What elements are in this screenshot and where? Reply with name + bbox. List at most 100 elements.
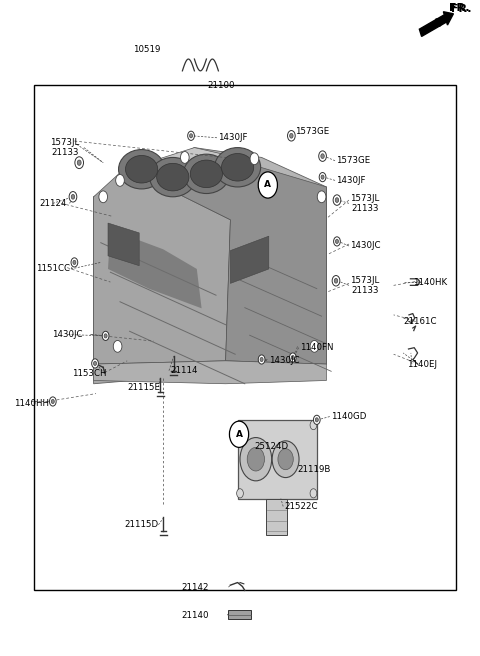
Circle shape bbox=[237, 420, 243, 430]
Bar bbox=[238, 420, 317, 499]
Text: 21522C: 21522C bbox=[285, 502, 318, 511]
Polygon shape bbox=[94, 361, 326, 384]
Circle shape bbox=[260, 358, 263, 361]
Polygon shape bbox=[122, 148, 252, 194]
Circle shape bbox=[258, 355, 265, 364]
Polygon shape bbox=[94, 361, 326, 384]
Ellipse shape bbox=[183, 154, 229, 194]
Text: A: A bbox=[264, 180, 271, 190]
Circle shape bbox=[94, 361, 96, 365]
Text: 25124D: 25124D bbox=[254, 441, 288, 451]
Text: 1140FN: 1140FN bbox=[300, 343, 334, 352]
Circle shape bbox=[237, 489, 243, 498]
Polygon shape bbox=[94, 171, 230, 364]
Polygon shape bbox=[226, 187, 326, 364]
Ellipse shape bbox=[125, 155, 158, 183]
Bar bbox=[34, 85, 456, 590]
Text: FR.: FR. bbox=[451, 5, 472, 14]
Polygon shape bbox=[108, 223, 139, 266]
Circle shape bbox=[49, 397, 56, 406]
Circle shape bbox=[92, 359, 98, 368]
Circle shape bbox=[313, 415, 320, 424]
Text: 21115D: 21115D bbox=[124, 520, 159, 529]
Circle shape bbox=[310, 340, 319, 352]
Circle shape bbox=[102, 331, 109, 340]
Circle shape bbox=[291, 356, 294, 359]
Circle shape bbox=[310, 420, 317, 430]
FancyArrow shape bbox=[420, 12, 454, 37]
Ellipse shape bbox=[221, 154, 254, 181]
Polygon shape bbox=[230, 236, 269, 283]
Text: 1573JL
21133: 1573JL 21133 bbox=[50, 138, 79, 157]
Circle shape bbox=[289, 353, 296, 362]
Circle shape bbox=[113, 340, 122, 352]
Circle shape bbox=[336, 239, 338, 243]
Text: 1151CC: 1151CC bbox=[36, 264, 70, 274]
Circle shape bbox=[289, 133, 293, 138]
Circle shape bbox=[75, 157, 84, 169]
Text: 21100: 21100 bbox=[207, 81, 235, 90]
Text: 21142: 21142 bbox=[181, 583, 209, 592]
Polygon shape bbox=[94, 148, 326, 220]
Text: 21161C: 21161C bbox=[403, 317, 437, 326]
Circle shape bbox=[51, 400, 54, 403]
Circle shape bbox=[335, 197, 339, 203]
Circle shape bbox=[321, 175, 324, 179]
Text: 1573GE: 1573GE bbox=[295, 127, 329, 136]
Text: 10519: 10519 bbox=[133, 45, 161, 54]
Circle shape bbox=[288, 131, 295, 141]
Polygon shape bbox=[108, 230, 202, 308]
Polygon shape bbox=[94, 197, 230, 364]
Text: 21114: 21114 bbox=[170, 366, 198, 375]
Text: 1573JL
21133: 1573JL 21133 bbox=[350, 194, 380, 213]
Circle shape bbox=[247, 447, 264, 471]
Bar bbox=[228, 610, 251, 619]
Circle shape bbox=[73, 260, 76, 264]
Text: 1430JC: 1430JC bbox=[52, 330, 83, 339]
Circle shape bbox=[310, 489, 317, 498]
Circle shape bbox=[250, 153, 259, 165]
Polygon shape bbox=[178, 164, 326, 364]
Ellipse shape bbox=[156, 163, 189, 191]
Circle shape bbox=[69, 192, 77, 202]
Text: 21115E: 21115E bbox=[128, 382, 160, 392]
Circle shape bbox=[319, 173, 326, 182]
Text: 21124: 21124 bbox=[39, 199, 67, 208]
Text: 1140HH: 1140HH bbox=[14, 399, 48, 408]
Ellipse shape bbox=[119, 150, 165, 189]
Bar bbox=[266, 499, 287, 535]
Circle shape bbox=[190, 134, 192, 138]
Circle shape bbox=[317, 191, 326, 203]
Text: 21140: 21140 bbox=[181, 611, 209, 620]
Circle shape bbox=[319, 151, 326, 161]
Text: 1140EJ: 1140EJ bbox=[408, 359, 437, 369]
Circle shape bbox=[77, 160, 81, 165]
Circle shape bbox=[116, 174, 124, 186]
Text: FR.: FR. bbox=[449, 3, 469, 13]
Text: 1430JC: 1430JC bbox=[269, 356, 300, 365]
Circle shape bbox=[180, 152, 189, 163]
Circle shape bbox=[333, 195, 341, 205]
Text: 1140HK: 1140HK bbox=[412, 277, 447, 287]
Ellipse shape bbox=[190, 160, 223, 188]
Circle shape bbox=[229, 421, 249, 447]
Circle shape bbox=[188, 131, 194, 140]
Circle shape bbox=[71, 258, 78, 267]
Text: 1430JC: 1430JC bbox=[350, 241, 381, 251]
Ellipse shape bbox=[150, 157, 196, 197]
Text: 1430JF: 1430JF bbox=[336, 176, 365, 185]
Text: 1140GD: 1140GD bbox=[331, 412, 367, 421]
Circle shape bbox=[321, 154, 324, 159]
Circle shape bbox=[104, 334, 107, 338]
Ellipse shape bbox=[215, 148, 261, 187]
Text: A: A bbox=[236, 430, 242, 439]
Text: 1573GE: 1573GE bbox=[336, 156, 370, 165]
Circle shape bbox=[240, 438, 272, 481]
Text: 1153CH: 1153CH bbox=[72, 369, 106, 379]
Circle shape bbox=[278, 449, 293, 470]
Circle shape bbox=[258, 172, 277, 198]
Text: 1573JL
21133: 1573JL 21133 bbox=[350, 276, 380, 295]
Circle shape bbox=[334, 237, 340, 246]
Text: 1430JF: 1430JF bbox=[218, 133, 248, 142]
Circle shape bbox=[334, 278, 338, 283]
